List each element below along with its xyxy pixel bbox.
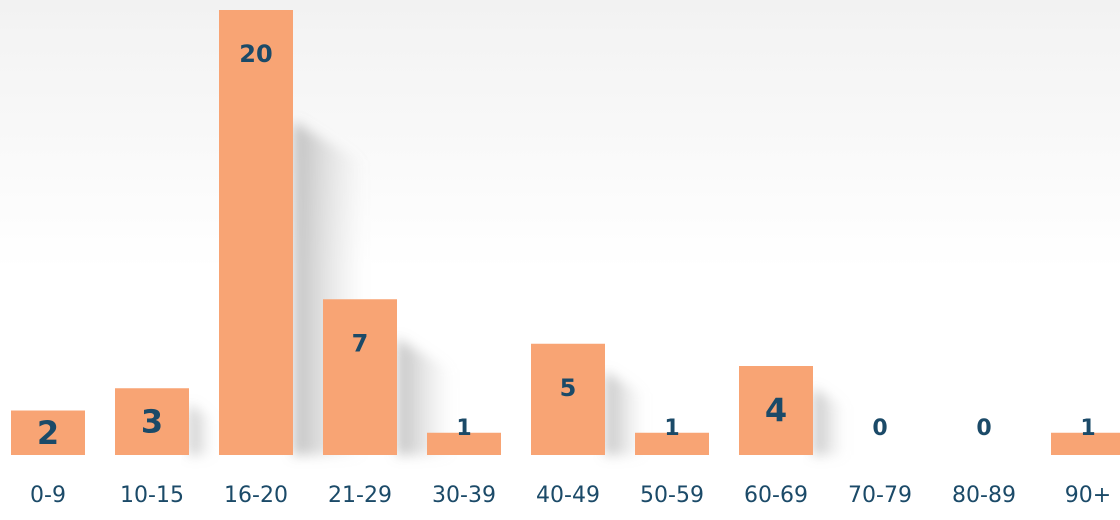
value-label-16-20: 20 [239,40,272,68]
value-label-30-39: 1 [456,416,471,441]
bar-shadow-10-15 [189,404,213,455]
value-label-90plus: 1 [1080,416,1095,441]
value-label-40-49: 5 [560,374,577,402]
value-label-10-15: 3 [141,403,163,441]
bar-16-20 [219,10,293,455]
x-tick-label-60-69: 60-69 [744,483,808,508]
bar-shadow-21-29 [397,338,452,455]
bar-50-59 [635,432,709,455]
bar-shadow-40-49 [605,371,644,455]
bar-0-9 [11,410,85,455]
x-tick-label-21-29: 21-29 [328,483,392,508]
bar-30-39 [427,432,501,455]
x-tick-label-80-89: 80-89 [952,483,1016,508]
value-label-60-69: 4 [765,392,787,430]
value-labels: 2 3 20 7 1 5 1 4 0 0 1 [37,40,1096,452]
value-label-70-79: 0 [872,416,887,441]
value-label-80-89: 0 [976,416,991,441]
x-tick-label-10-15: 10-15 [120,483,184,508]
value-label-0-9: 2 [37,414,59,452]
bar-shadow-60-69 [813,388,845,455]
value-label-21-29: 7 [352,329,369,357]
x-tick-label-70-79: 70-79 [848,483,912,508]
bar-21-29 [323,299,397,455]
x-tick-label-40-49: 40-49 [536,483,600,508]
x-tick-label-90plus: 90+ [1065,483,1111,508]
x-tick-label-16-20: 16-20 [224,483,288,508]
bar-10-15 [115,388,189,455]
bar-90plus [1051,432,1120,455]
bar-60-69 [739,366,813,455]
bar-40-49 [531,343,605,455]
x-tick-label-50-59: 50-59 [640,483,704,508]
bars [11,10,1120,455]
x-tick-labels: 0-9 10-15 16-20 21-29 30-39 40-49 50-59 60-69 70… [30,483,1111,508]
x-tick-label-0-9: 0-9 [30,483,66,508]
x-tick-label-30-39: 30-39 [432,483,496,508]
value-label-50-59: 1 [664,416,679,441]
